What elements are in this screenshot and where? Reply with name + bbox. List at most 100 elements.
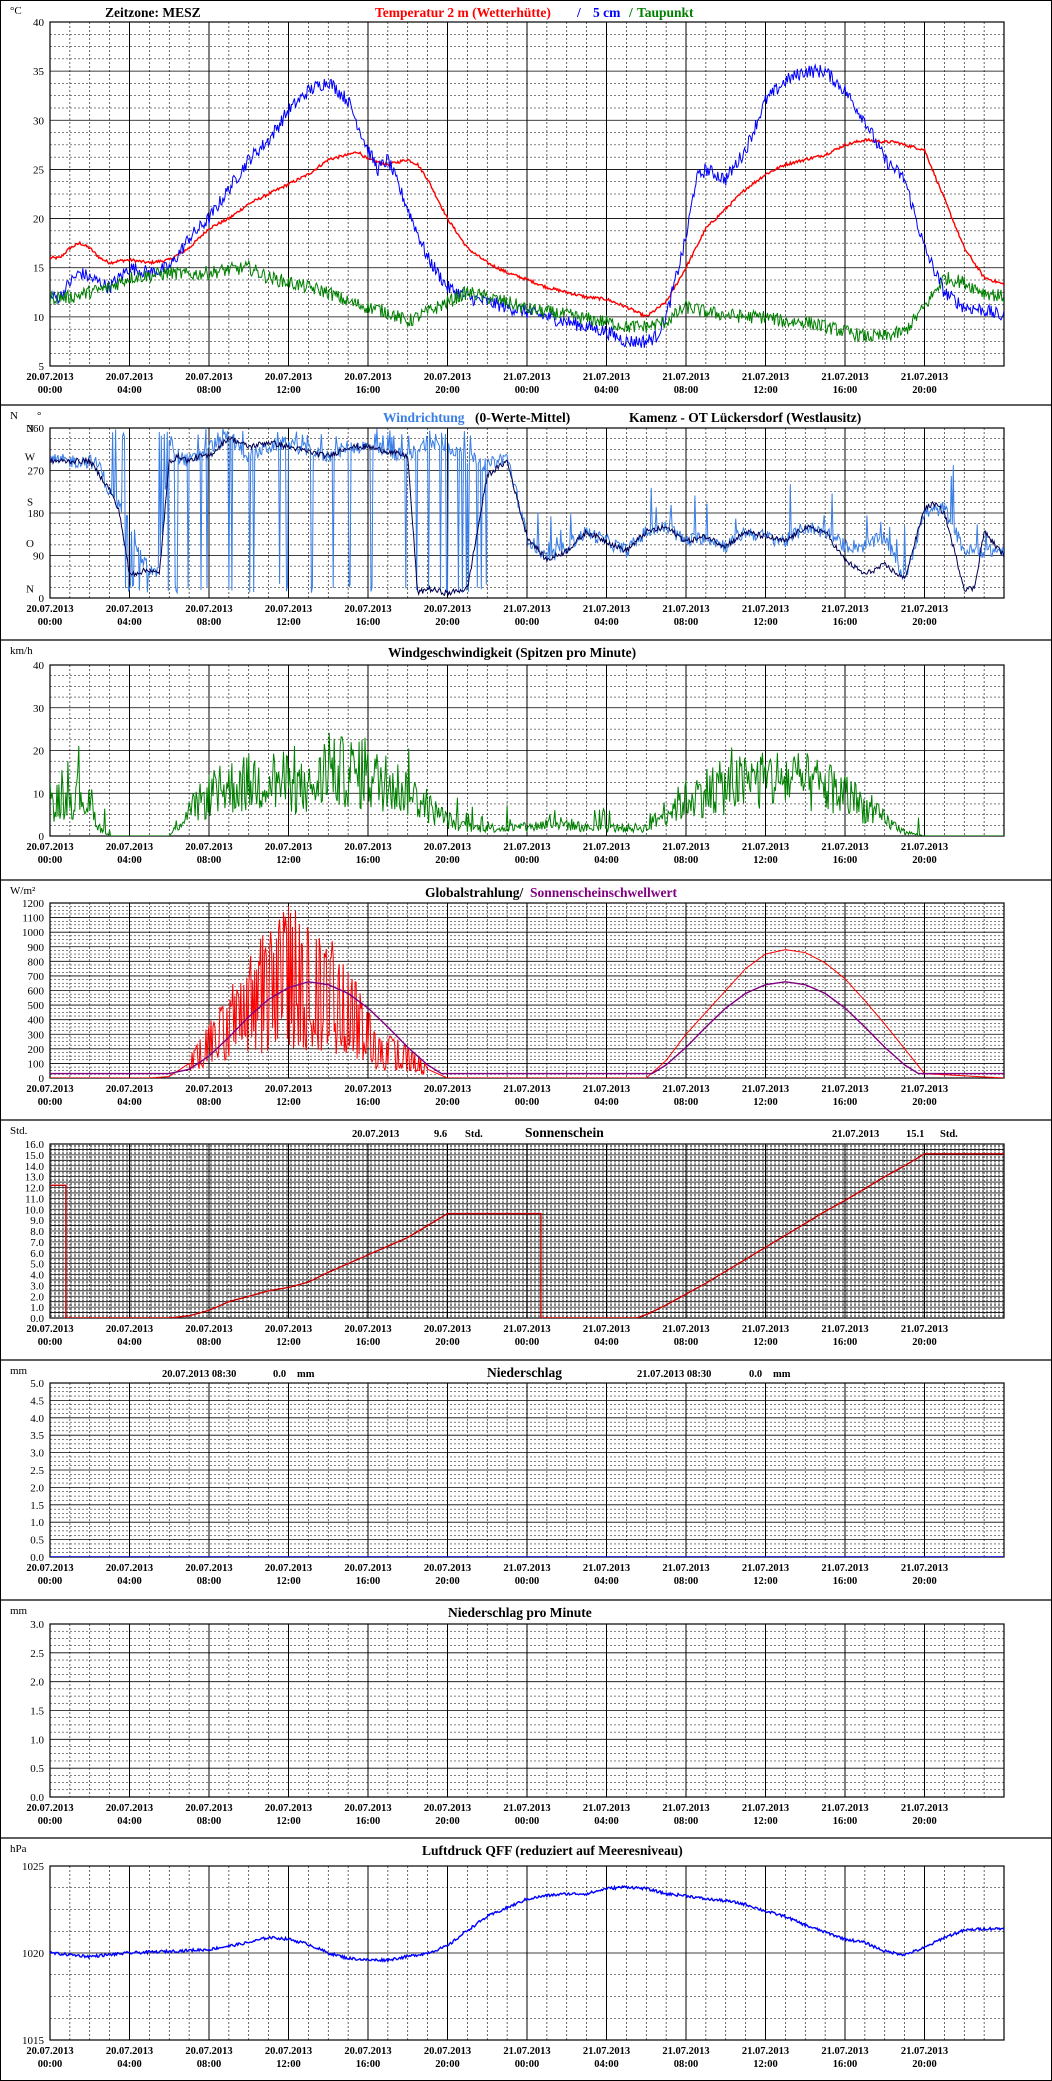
- chart-title: Globalstrahlung/: [425, 885, 524, 900]
- x-tick-label: 16:00: [356, 1576, 381, 1587]
- x-tick-label: 12:00: [276, 385, 301, 396]
- x-tick-label: 20.07.2013: [26, 1324, 73, 1335]
- x-tick-label: 20.07.2013: [106, 2046, 153, 2057]
- x-tick-label: 04:00: [117, 385, 142, 396]
- x-tick-label: 08:00: [197, 1097, 222, 1108]
- x-tick-label: 12:00: [276, 1097, 301, 1108]
- x-tick-label: 21.07.2013: [583, 1563, 630, 1574]
- x-tick-label: 21.07.2013: [742, 1803, 789, 1814]
- x-tick-label: 00:00: [515, 1337, 540, 1348]
- x-tick-label: 00:00: [38, 2059, 63, 2070]
- y-tick-label: 6.0: [30, 1248, 44, 1260]
- y-tick-label: 800: [28, 956, 45, 968]
- chart-title: Kamenz - OT Lückersdorf (Westlausitz): [629, 410, 861, 425]
- chart-title: 5 cm: [593, 5, 621, 20]
- x-tick-label: 04:00: [117, 1576, 142, 1587]
- x-tick-label: 21.07.2013: [742, 1324, 789, 1335]
- x-tick-label: 20.07.2013: [424, 1324, 471, 1335]
- x-tick-label: 16:00: [833, 385, 858, 396]
- x-tick-label: 20.07.2013: [265, 1803, 312, 1814]
- x-tick-label: 20.07.2013: [265, 842, 312, 853]
- x-tick-label: 20.07.2013: [185, 372, 232, 383]
- x-tick-label: 20.07.2013: [265, 1084, 312, 1095]
- x-tick-label: 20:00: [912, 1816, 937, 1827]
- x-tick-label: 08:00: [674, 1337, 699, 1348]
- y-tick-label: 15: [33, 263, 45, 275]
- x-tick-label: 04:00: [594, 617, 619, 628]
- unit-label: mm: [10, 1605, 28, 1617]
- x-tick-label: 08:00: [674, 1097, 699, 1108]
- x-tick-label: 20.07.2013: [106, 1084, 153, 1095]
- y-tick-label: 1020: [22, 1948, 45, 1960]
- y-tick-label: 14.0: [25, 1161, 45, 1173]
- x-tick-label: 21.07.2013: [583, 1803, 630, 1814]
- x-tick-label: 21.07.2013: [503, 1563, 550, 1574]
- x-tick-label: 16:00: [356, 1816, 381, 1827]
- x-tick-label: 21.07.2013: [742, 2046, 789, 2057]
- x-tick-label: 21.07.2013: [742, 842, 789, 853]
- x-tick-label: 20.07.2013: [106, 842, 153, 853]
- x-tick-label: 21.07.2013: [901, 1324, 948, 1335]
- y-tick-label: 0.0: [30, 1552, 44, 1564]
- x-tick-label: 04:00: [594, 1576, 619, 1587]
- x-tick-label: 21.07.2013: [901, 372, 948, 383]
- x-tick-label: 21.07.2013: [821, 1803, 868, 1814]
- x-tick-label: 04:00: [117, 1816, 142, 1827]
- plot-frame: [49, 1143, 1005, 1319]
- x-tick-label: 20:00: [435, 385, 460, 396]
- x-tick-label: 21.07.2013: [901, 1084, 948, 1095]
- x-tick-label: 20.07.2013: [424, 604, 471, 615]
- x-tick-label: 08:00: [674, 385, 699, 396]
- x-tick-label: 21.07.2013: [662, 1324, 709, 1335]
- x-tick-label: 08:00: [674, 855, 699, 866]
- x-tick-label: 21.07.2013: [503, 372, 550, 383]
- x-tick-label: 21.07.2013: [742, 604, 789, 615]
- y-tick-label: 35: [33, 66, 45, 78]
- chart-title: Windrichtung: [383, 410, 465, 425]
- x-tick-label: 20:00: [435, 1576, 460, 1587]
- x-tick-label: 08:00: [674, 1816, 699, 1827]
- x-tick-label: 20:00: [912, 2059, 937, 2070]
- plot-frame: [49, 1623, 1005, 1798]
- unit-label: hPa: [10, 1843, 27, 1855]
- y-tick-label: 5: [39, 361, 45, 373]
- x-tick-label: 20.07.2013: [185, 842, 232, 853]
- y-tick-label: 4.5: [30, 1395, 44, 1407]
- y-tick-label: 25: [33, 164, 45, 176]
- y-tick-label: 7.0: [30, 1237, 44, 1249]
- y-tick-label: 3.0: [30, 1619, 44, 1631]
- chart-title: Temperatur 2 m (Wetterhütte): [375, 5, 551, 20]
- x-tick-label: 20:00: [435, 1337, 460, 1348]
- y-tick-label: 30: [33, 115, 45, 127]
- annotation: 21.07.2013 08:30: [637, 1369, 711, 1380]
- annotation: 20.07.2013 08:30: [162, 1369, 236, 1380]
- plot-frame: [49, 664, 1005, 837]
- y-tick-label: 5.0: [30, 1378, 44, 1390]
- series-line: [50, 1884, 1004, 1964]
- x-tick-label: 04:00: [594, 1097, 619, 1108]
- x-tick-label: 20.07.2013: [344, 1803, 391, 1814]
- chart-temperature: 5 10 15 20 25 30 35 40 °C Zeitzone: MESZ Temperatu…: [10, 5, 1005, 396]
- x-tick-label: 16:00: [356, 1337, 381, 1348]
- x-tick-label: 20.07.2013: [185, 2046, 232, 2057]
- y-tick-label: 1.5: [30, 1706, 44, 1718]
- x-tick-label: 20.07.2013: [344, 604, 391, 615]
- x-tick-label: 08:00: [197, 855, 222, 866]
- x-tick-label: 20.07.2013: [185, 604, 232, 615]
- x-tick-label: 20.07.2013: [344, 1084, 391, 1095]
- x-tick-label: 12:00: [753, 855, 778, 866]
- x-tick-label: 21.07.2013: [821, 1324, 868, 1335]
- x-tick-label: 20.07.2013: [344, 842, 391, 853]
- x-tick-label: 20.07.2013: [344, 1324, 391, 1335]
- y-tick-label: 10: [33, 312, 45, 324]
- y-tick-label: 3.0: [30, 1448, 44, 1460]
- y-tick-label: 12.0: [25, 1183, 45, 1195]
- y-tick-label: 40: [33, 660, 45, 672]
- annotation: Std.: [465, 1129, 483, 1140]
- x-tick-label: 00:00: [515, 385, 540, 396]
- unit-label: °: [37, 410, 41, 422]
- y-tick-label: 1200: [22, 898, 45, 910]
- y-tick-label: 11.0: [25, 1193, 44, 1205]
- x-tick-label: 21.07.2013: [821, 842, 868, 853]
